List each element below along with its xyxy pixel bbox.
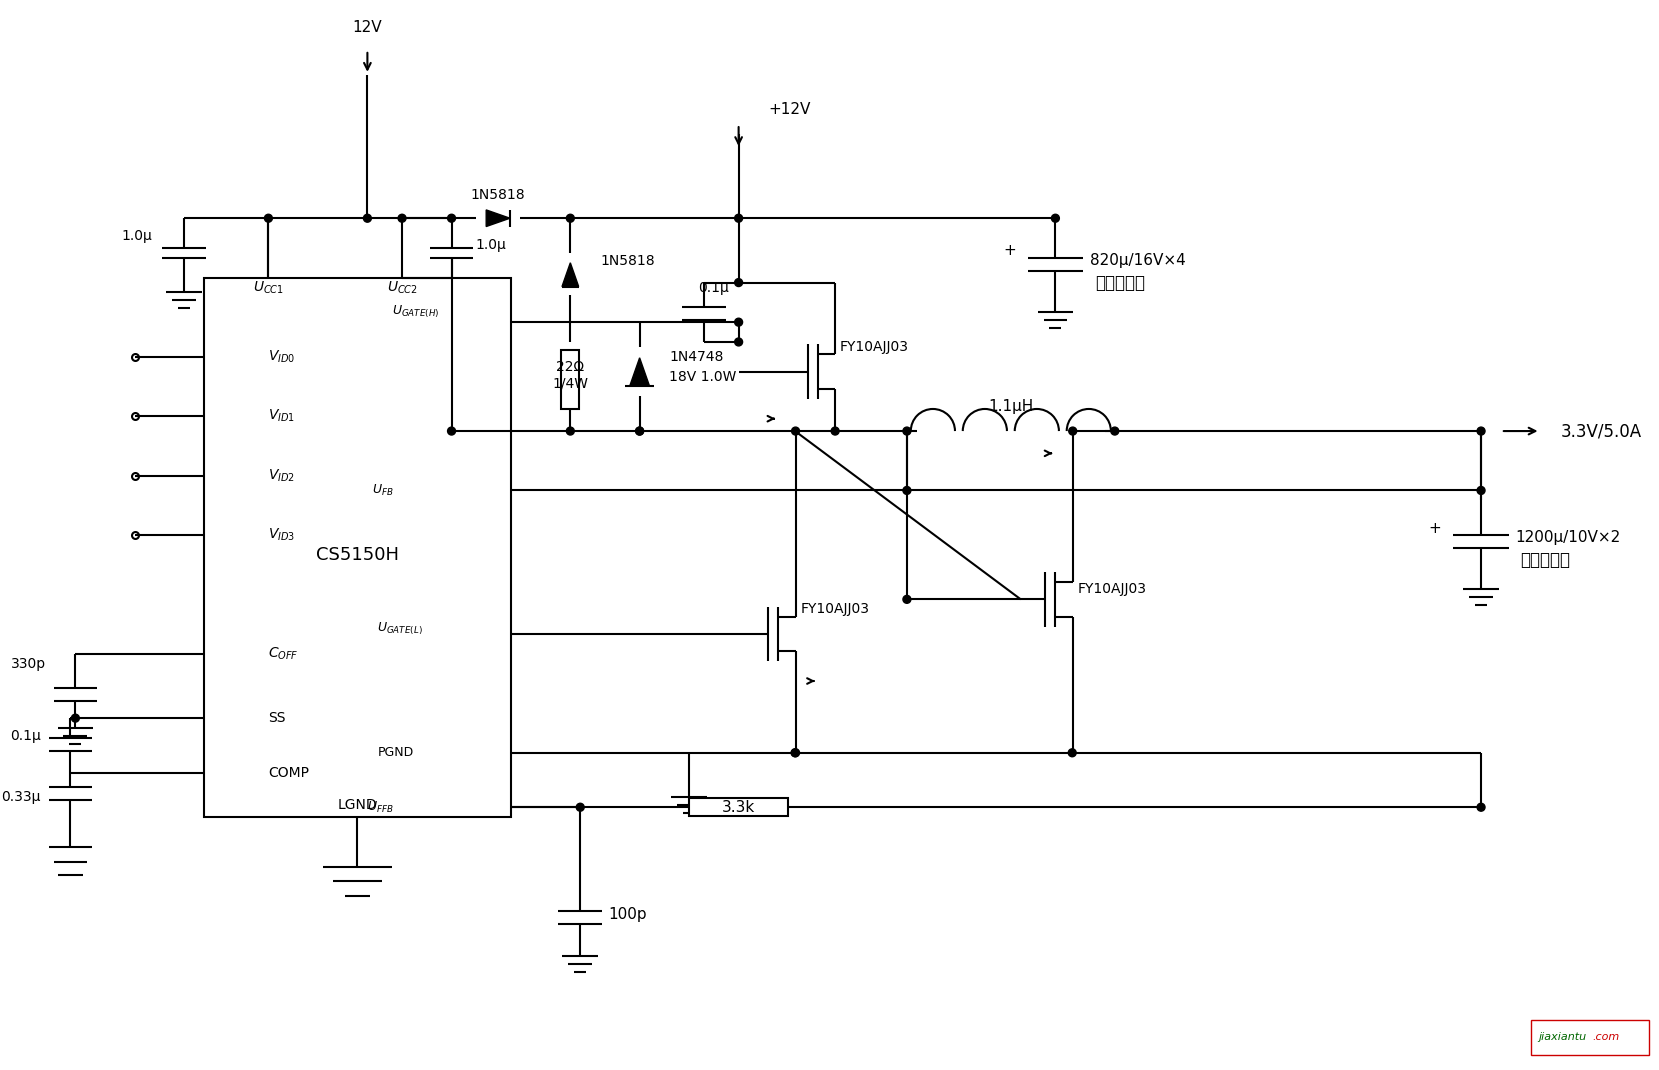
Circle shape — [735, 214, 743, 223]
Text: 1.0μ: 1.0μ — [121, 229, 153, 243]
Text: +: + — [1428, 521, 1442, 536]
Circle shape — [831, 427, 839, 435]
Text: jiaxiantu: jiaxiantu — [1538, 1031, 1586, 1042]
Circle shape — [576, 804, 584, 811]
Circle shape — [448, 427, 456, 435]
Circle shape — [735, 318, 743, 326]
Circle shape — [448, 214, 456, 223]
Text: LGND: LGND — [338, 798, 377, 812]
Text: 1N5818: 1N5818 — [601, 254, 655, 268]
Text: $U_{FB}$: $U_{FB}$ — [372, 483, 393, 498]
Text: 0.1μ: 0.1μ — [698, 280, 728, 294]
Text: $U_{FFB}$: $U_{FFB}$ — [367, 799, 395, 814]
Circle shape — [635, 427, 644, 435]
Polygon shape — [562, 263, 579, 287]
Text: 铝电解电容: 铝电解电容 — [1521, 551, 1571, 569]
Text: 3.3k: 3.3k — [722, 799, 755, 814]
Text: $V_{ID2}$: $V_{ID2}$ — [269, 468, 295, 484]
Text: CS5150H: CS5150H — [315, 546, 400, 564]
Text: $V_{ID1}$: $V_{ID1}$ — [269, 408, 295, 425]
Circle shape — [71, 714, 80, 722]
Circle shape — [264, 214, 272, 223]
Circle shape — [791, 749, 800, 756]
Text: $V_{ID3}$: $V_{ID3}$ — [269, 526, 295, 544]
Circle shape — [791, 749, 800, 756]
Text: COMP: COMP — [269, 765, 310, 780]
Text: $C_{OFF}$: $C_{OFF}$ — [269, 645, 299, 662]
Circle shape — [1477, 427, 1485, 435]
Circle shape — [735, 338, 743, 346]
Circle shape — [735, 278, 743, 287]
Circle shape — [902, 427, 911, 435]
Text: PGND: PGND — [377, 746, 413, 760]
Bar — [688, 798, 788, 816]
Text: $U_{GATE(H)}$: $U_{GATE(H)}$ — [392, 304, 440, 321]
Text: 1.0μ: 1.0μ — [474, 238, 506, 251]
Circle shape — [902, 595, 911, 603]
Text: 0.33μ: 0.33μ — [2, 791, 41, 805]
Text: 1.1μH: 1.1μH — [989, 399, 1034, 414]
Text: $U_{CC2}$: $U_{CC2}$ — [387, 279, 418, 295]
Circle shape — [1477, 804, 1485, 811]
Polygon shape — [486, 210, 509, 227]
Circle shape — [635, 427, 644, 435]
Circle shape — [1052, 214, 1060, 223]
Text: 1N4748: 1N4748 — [669, 350, 723, 364]
Text: +12V: +12V — [768, 102, 811, 117]
Text: $U_{CC1}$: $U_{CC1}$ — [252, 279, 284, 295]
Bar — [204, 277, 511, 817]
Text: 3.3V/5.0A: 3.3V/5.0A — [1559, 422, 1641, 440]
Text: 1/4W: 1/4W — [552, 377, 589, 391]
Text: +: + — [1004, 243, 1015, 258]
Text: 100p: 100p — [607, 906, 647, 921]
Text: FY10AJJ03: FY10AJJ03 — [1077, 582, 1146, 596]
Text: SS: SS — [269, 712, 285, 725]
Text: 1200μ/10V×2: 1200μ/10V×2 — [1516, 531, 1621, 546]
Text: $U_{GATE(L)}$: $U_{GATE(L)}$ — [377, 621, 423, 638]
Text: .com: .com — [1593, 1031, 1619, 1042]
Circle shape — [1477, 487, 1485, 494]
Circle shape — [1068, 427, 1077, 435]
Bar — [1531, 1020, 1649, 1055]
Circle shape — [566, 214, 574, 223]
Text: 1N5818: 1N5818 — [471, 188, 526, 202]
Circle shape — [398, 214, 406, 223]
Circle shape — [363, 214, 372, 223]
Text: 铝电解电容: 铝电解电容 — [1095, 274, 1145, 291]
Text: FY10AJJ03: FY10AJJ03 — [839, 340, 909, 354]
Circle shape — [902, 487, 911, 494]
Text: 330p: 330p — [10, 657, 46, 671]
Text: FY10AJJ03: FY10AJJ03 — [801, 602, 869, 616]
Text: 12V: 12V — [353, 19, 382, 34]
Circle shape — [566, 427, 574, 435]
Text: 22Ω: 22Ω — [556, 360, 584, 373]
Circle shape — [791, 427, 800, 435]
Text: $V_{ID0}$: $V_{ID0}$ — [269, 349, 295, 365]
Text: 820μ/16V×4: 820μ/16V×4 — [1090, 254, 1186, 269]
Polygon shape — [630, 357, 649, 385]
Bar — [561, 350, 579, 410]
Text: 0.1μ: 0.1μ — [10, 729, 41, 743]
Text: 18V 1.0W: 18V 1.0W — [669, 369, 737, 384]
Circle shape — [1112, 427, 1118, 435]
Circle shape — [1068, 749, 1077, 756]
